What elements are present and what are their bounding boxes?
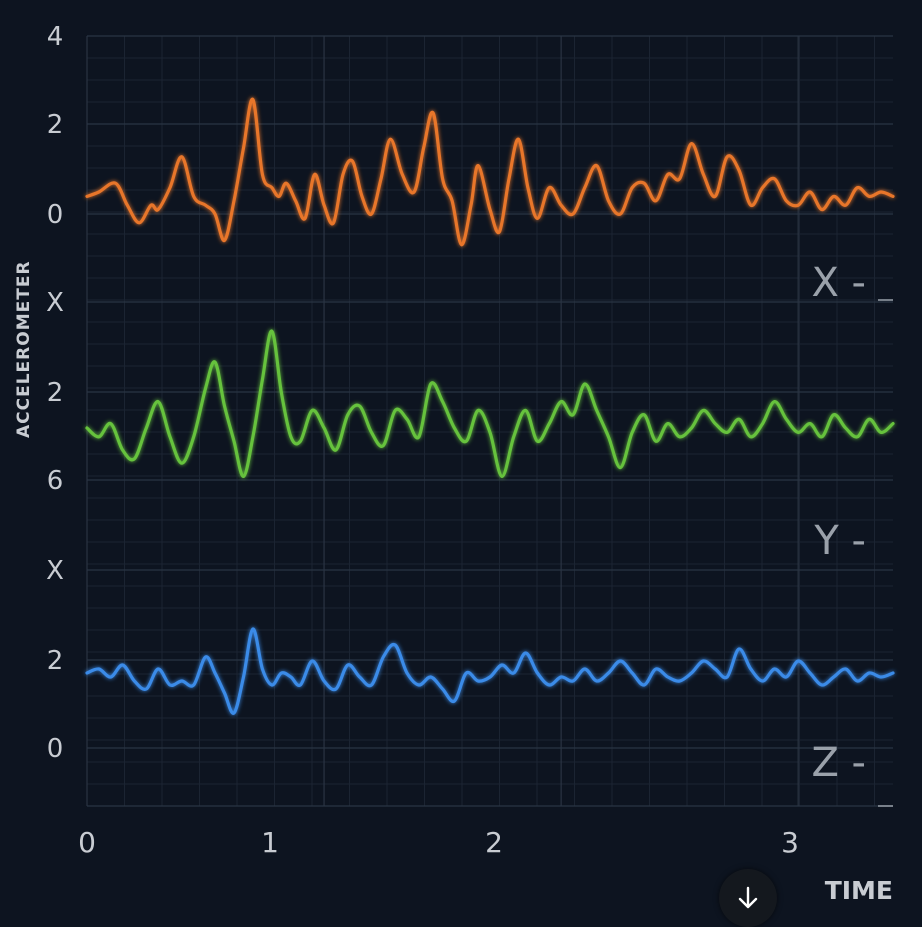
y-tick-label: 6 <box>47 466 64 496</box>
panel-label-z: Z - <box>811 740 866 786</box>
x-tick-label: 1 <box>261 826 279 859</box>
series-line-z <box>85 627 895 715</box>
y-axis-label: ACCELEROMETER <box>14 260 34 438</box>
arrow-down-icon <box>738 886 758 909</box>
y-tick-label: 0 <box>47 200 64 230</box>
x-axis-label: TIME <box>825 876 893 905</box>
panel-label-x: X - <box>811 260 866 306</box>
y-tick-label: X <box>46 556 64 586</box>
x-tick-label: 0 <box>78 826 96 859</box>
y-tick-label: 2 <box>47 110 64 140</box>
y-tick-label: 2 <box>47 646 64 676</box>
y-tick-label: 4 <box>47 22 64 52</box>
y-tick-label: 2 <box>47 378 64 408</box>
scroll-down-button[interactable] <box>719 869 777 927</box>
x-tick-label: 3 <box>781 826 799 859</box>
series-line-y <box>85 329 895 479</box>
panel-label-y: Y - <box>813 518 866 564</box>
y-tick-label: X <box>46 288 64 318</box>
series-line-x <box>85 97 895 247</box>
y-tick-label: 0 <box>47 734 64 764</box>
x-tick-label: 2 <box>485 826 503 859</box>
